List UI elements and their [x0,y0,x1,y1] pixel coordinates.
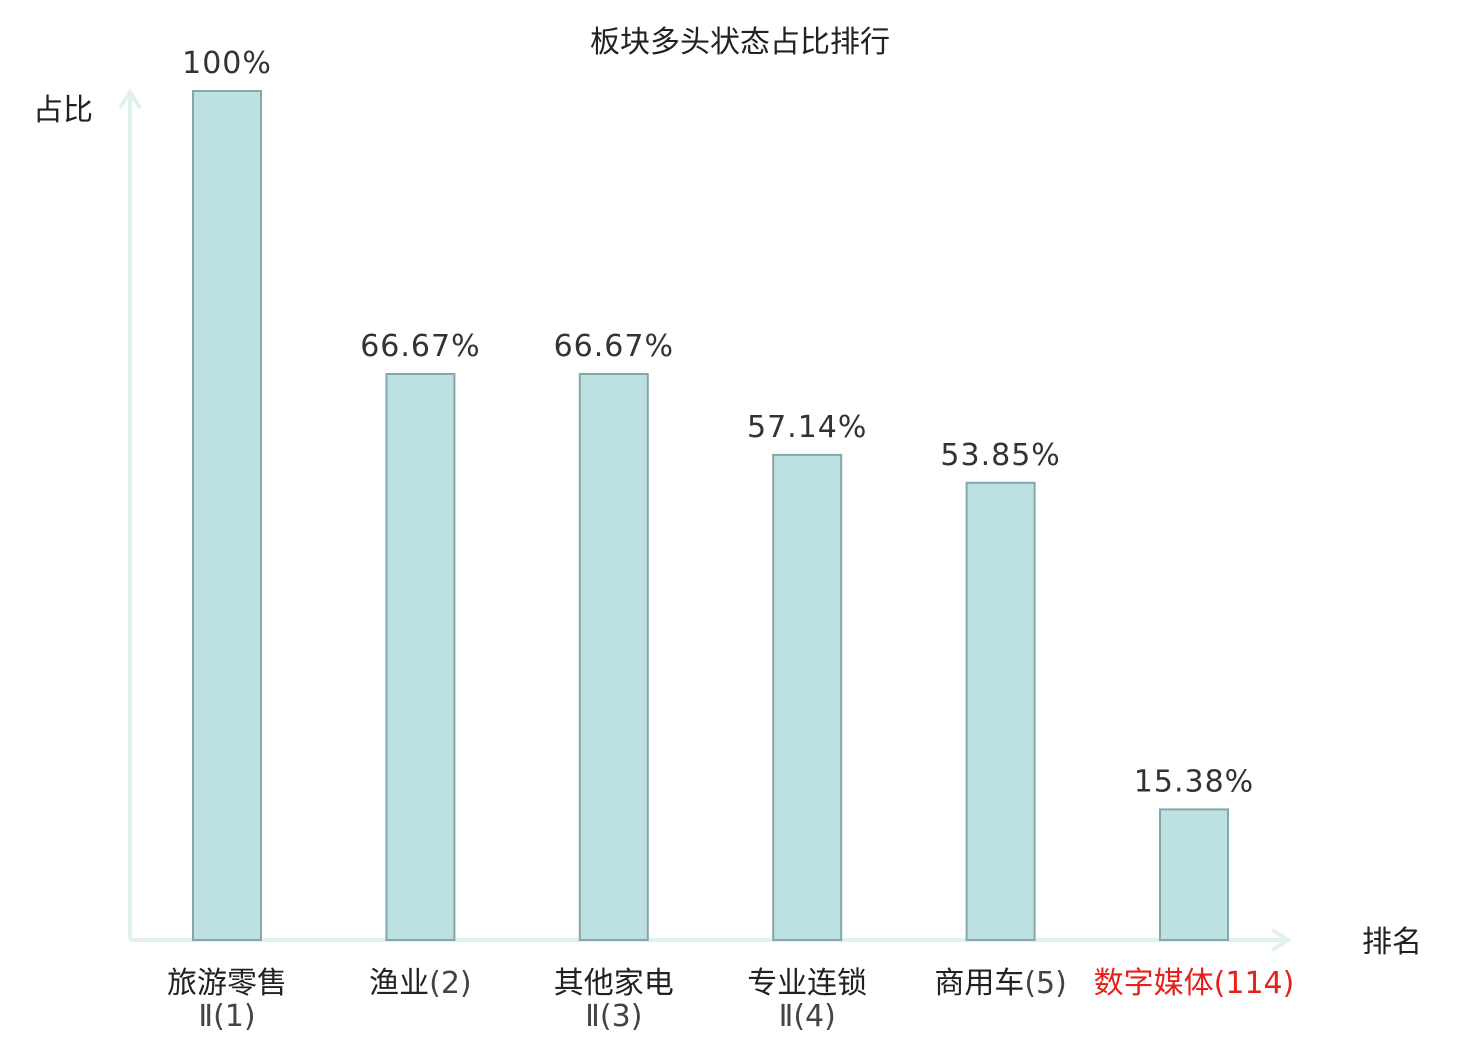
category-name-0: 旅游零售 [167,966,287,1001]
value-label-2: 66.67% [554,329,674,364]
category-name-5: 数字媒体 [1094,966,1214,1001]
category-label-4: 商用车(5) [934,966,1067,1001]
value-label-0: 100% [182,46,272,81]
bar-3 [772,453,843,941]
bar-0 [192,90,262,941]
value-labels-group: 100% 66.67% 66.67% 57.14% 53.85% 15.38% [182,46,1254,799]
value-label-5: 15.38% [1134,764,1254,799]
y-axis-label: 占比 [33,93,93,128]
category-rank-0: Ⅱ(1) [198,999,255,1034]
category-name-2: 其他家电 [554,966,674,1001]
category-name-3: 专业连锁 [747,966,867,1001]
bar-5 [1159,808,1229,942]
x-axis-arrow-icon [1270,928,1292,952]
bar-4 [965,481,1036,941]
bars-group [192,90,1229,942]
bar-1 [385,373,456,941]
category-name-1: 渔业 [369,966,429,1001]
category-name-4: 商用车 [934,966,1024,1001]
category-label-3: 专业连锁 Ⅱ(4) [747,966,867,1034]
category-rank-2: Ⅱ(3) [585,999,642,1034]
category-rank-5: (114) [1214,966,1295,1001]
category-label-2: 其他家电 Ⅱ(3) [554,966,674,1034]
chart-title: 板块多头状态占比排行 [590,25,890,60]
y-axis-arrow-icon [118,88,142,110]
category-rank-1: (2) [429,966,472,1001]
category-labels-group: 旅游零售 Ⅱ(1)渔业(2) 其他家电 Ⅱ(3)专业连锁 Ⅱ(4)商用车(5) 数字媒体(… [167,966,1294,1034]
value-label-4: 53.85% [940,438,1060,473]
category-label-5: 数字媒体(114) [1094,966,1295,1001]
x-axis-label: 排名 [1362,925,1422,960]
bar-2 [578,373,649,941]
axes [118,88,1292,952]
value-label-3: 57.14% [747,410,867,445]
category-rank-4: (5) [1024,966,1067,1001]
value-label-1: 66.67% [360,329,480,364]
category-label-0: 旅游零售 Ⅱ(1) [167,966,287,1034]
category-rank-3: Ⅱ(4) [779,999,836,1034]
category-label-1: 渔业(2) [369,966,472,1001]
